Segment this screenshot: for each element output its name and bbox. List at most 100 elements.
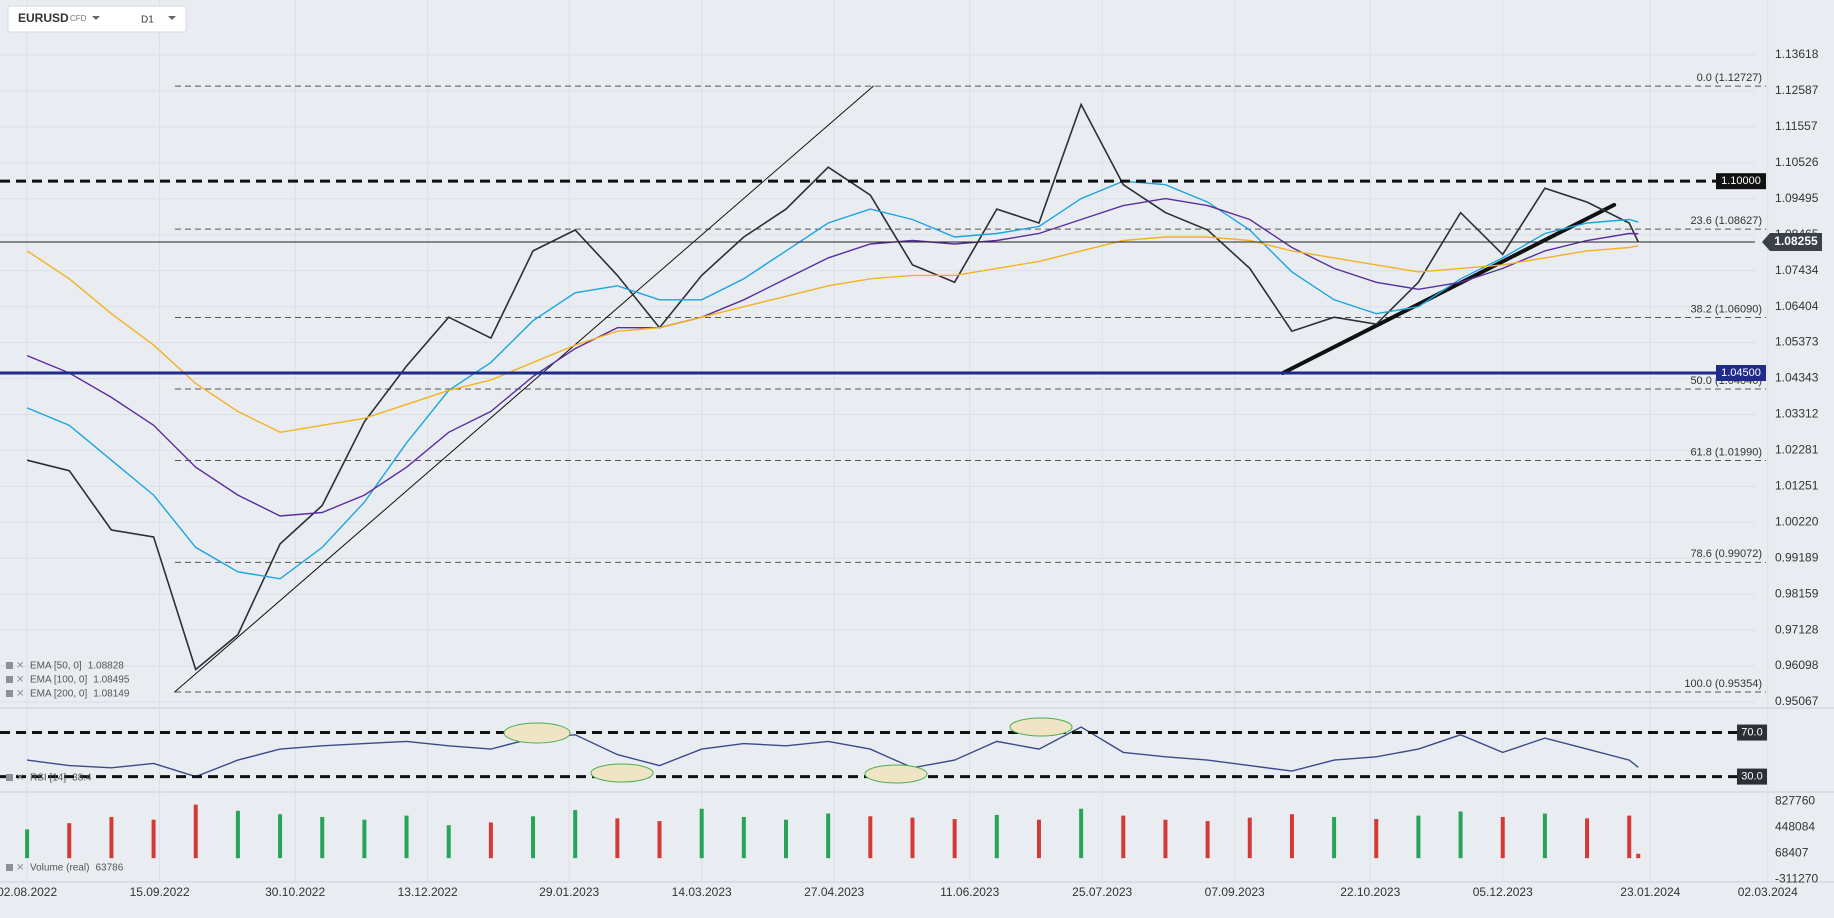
volume-bar [1636,853,1641,859]
volume-bar [994,814,999,859]
legend-close: ✕ [16,863,24,874]
volume-bar [531,816,536,859]
level-tag [1716,173,1766,190]
y-tick-label: 0.97128 [1775,622,1819,636]
y-tick-label: 1.06404 [1775,299,1819,313]
level-label: 70.0 [1741,726,1762,738]
highlight [590,763,654,783]
y-tick-label: -311270 [1775,872,1818,886]
legend-icon [6,774,13,781]
y-tick-label: 1.04343 [1775,371,1819,385]
level-label: 1.04500 [1721,367,1761,379]
y-tick-label: 1.12587 [1775,83,1819,97]
legend-value: 63786 [95,863,123,874]
volume-bar [910,817,915,859]
volume-bar [699,808,704,859]
volume-bar [1332,816,1337,859]
volume-bar [1036,819,1041,859]
x-tick-label: 11.06.2023 [940,885,999,899]
volume-bar [784,819,788,859]
highlight [864,764,928,784]
level-tag [1737,768,1767,785]
y-tick-label: 1.10526 [1775,155,1819,169]
legend-icon [6,676,13,683]
volume-bar [952,819,957,859]
series-line [27,726,1639,778]
volume-bar [1247,817,1252,859]
volume-bar [25,829,30,859]
volume-bar [1500,816,1505,859]
trendline [1280,202,1617,376]
current-price-label: 1.08255 [1774,234,1818,248]
y-tick-label: 827760 [1775,794,1815,808]
legend-close: ✕ [16,773,24,784]
symbol[interactable]: EURUSD [18,11,69,25]
volume-bar [573,810,578,859]
volume-bar [1079,808,1084,859]
volume-bar [446,825,451,859]
volume-bar [67,823,72,859]
x-tick-label: 14.03.2023 [672,885,732,899]
volume-bar [1121,815,1126,859]
dropdown-arrow[interactable] [92,16,100,20]
x-tick-label: 15.09.2022 [130,885,190,899]
y-tick-label: 1.02281 [1775,443,1819,457]
volume-bar [868,816,873,859]
volume-bar [657,821,662,859]
y-tick-label: 0.96098 [1775,658,1819,672]
y-tick-label: 0.95067 [1775,694,1819,708]
legend-close: ✕ [16,689,24,700]
volume-bar [278,814,283,859]
x-tick-label: 22.10.2023 [1340,885,1400,899]
fib-label: 0.0 (1.12727) [1697,72,1762,84]
timeframe[interactable]: D1 [141,15,154,26]
x-tick-label: 23.01.2024 [1620,885,1680,899]
fib-label: 23.6 (1.08627) [1690,215,1762,227]
volume-bar [741,816,746,859]
volume-bar [404,815,409,859]
x-tick-label: 02.03.2024 [1738,885,1798,899]
x-tick-label: 30.10.2022 [265,885,325,899]
legend-name: EMA [200, 0] [30,689,87,700]
volume-bar [320,816,325,859]
legend-icon [6,864,13,871]
volume-bar [193,804,198,859]
market: CFD [70,14,87,23]
legend-value: 38.4 [72,773,92,784]
dropdown-arrow[interactable] [168,16,176,20]
y-tick-label: 448084 [1775,820,1815,834]
fib-label: 61.8 (1.01990) [1690,446,1762,458]
level-tag [1737,724,1767,741]
level-tag [1716,365,1766,382]
trendline [174,85,874,693]
legend-name: RSI [14] [30,773,66,784]
series-line [26,180,1639,580]
current-price-tag [1762,233,1822,252]
y-tick-label: 1.05373 [1775,335,1819,349]
volume-bar [1627,815,1632,859]
series-line [26,197,1639,517]
highlight [1009,717,1073,737]
legend-value: 1.08828 [88,661,125,672]
y-tick-label: 1.13618 [1775,47,1819,61]
highlight [503,722,571,744]
volume-bar [488,822,493,859]
legend-name: Volume (real) [30,863,89,874]
volume-bar [1374,819,1379,859]
y-tick-label: 1.01251 [1775,478,1819,492]
y-tick-label: 1.11557 [1775,119,1818,133]
fib-label: 100.0 (0.95354) [1684,678,1762,690]
volume-bar [1458,811,1463,859]
legend-name: EMA [50, 0] [30,661,82,672]
legend-value: 1.08495 [93,675,130,686]
x-tick-label: 13.12.2022 [398,885,458,899]
volume-bar [362,819,367,859]
y-tick-label: 1.03312 [1775,407,1819,421]
legend-icon [6,662,13,669]
x-tick-label: 27.04.2023 [804,885,864,899]
fib-label: 78.6 (0.99072) [1690,548,1762,560]
volume-bar [1205,821,1210,859]
